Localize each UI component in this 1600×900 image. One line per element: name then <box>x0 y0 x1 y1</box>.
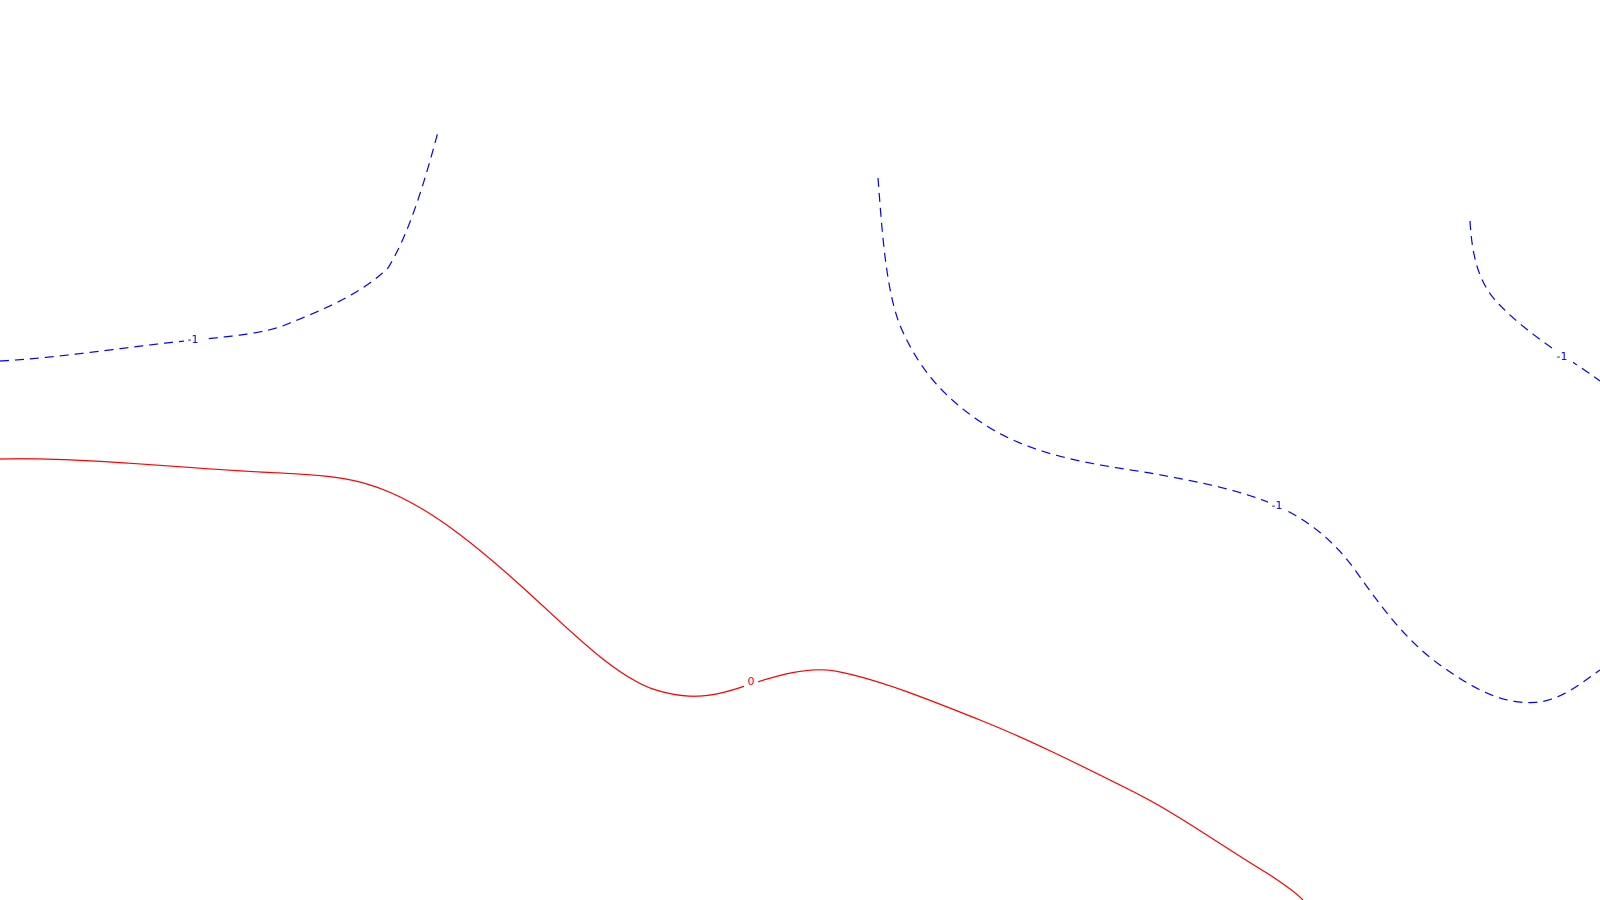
contour-label-neg1-left: -1 <box>188 333 199 346</box>
contour-label-neg1-middle: -1 <box>1272 499 1283 512</box>
label-mask <box>1268 499 1288 513</box>
contour-label-neg1-right: -1 <box>1557 350 1568 363</box>
contour-label-zero: 0 <box>748 675 755 688</box>
label-mask <box>1553 350 1573 364</box>
label-mask <box>744 675 758 689</box>
label-mask <box>184 333 204 347</box>
contour-line-neg1-middle <box>877 177 1600 704</box>
contour-line-neg1-right <box>1469 220 1600 382</box>
contour-line-neg1-left <box>0 131 439 362</box>
contour-line-zero <box>0 458 1304 900</box>
